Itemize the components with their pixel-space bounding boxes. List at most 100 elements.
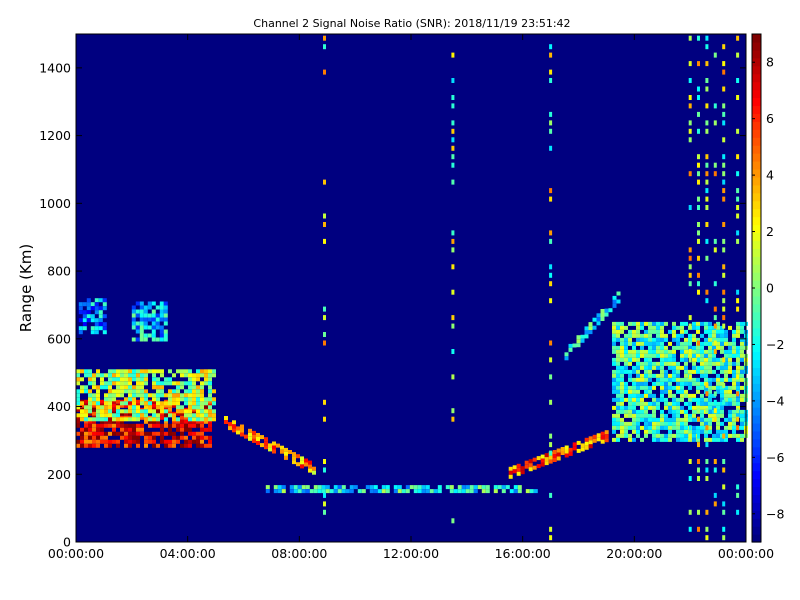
heatmap-cell: [212, 413, 216, 418]
heatmap-cell: [159, 333, 164, 338]
interference-cell: [705, 425, 709, 431]
heatmap-cell: [552, 458, 557, 462]
interference-cell: [713, 467, 717, 473]
heatmap-cell: [644, 389, 648, 394]
heatmap-cell: [712, 345, 716, 350]
heatmap-cell: [672, 377, 676, 382]
heatmap-cell: [196, 401, 200, 406]
heatmap-cell: [620, 377, 624, 382]
heatmap-cell: [652, 325, 656, 330]
heatmap-cell: [86, 314, 91, 319]
heatmap-cell: [104, 405, 108, 410]
heatmap-cell: [624, 333, 628, 338]
heatmap-cell: [148, 401, 152, 406]
heatmap-cell: [108, 393, 112, 398]
heatmap-cell: [108, 377, 112, 382]
interference-cell: [736, 391, 740, 397]
interference-cell: [722, 162, 726, 168]
interference-cell: [722, 323, 726, 329]
heatmap-cell: [636, 369, 640, 374]
heatmap-cell: [692, 437, 696, 442]
interference-cell: [549, 357, 553, 363]
heatmap-cell: [96, 431, 100, 436]
heatmap-cell: [696, 385, 700, 390]
interference-cell: [688, 340, 692, 346]
heatmap-cell: [196, 409, 200, 414]
interference-cell: [705, 205, 709, 210]
heatmap-cell: [96, 443, 100, 448]
colorbar-segment: [752, 518, 761, 527]
heatmap-cell: [648, 365, 652, 370]
heatmap-cell: [333, 485, 338, 490]
heatmap-cell: [155, 313, 160, 318]
heatmap-cell: [132, 431, 136, 436]
heatmap-cell: [656, 373, 660, 378]
heatmap-cell: [144, 413, 148, 418]
heatmap-cell: [92, 403, 96, 408]
heatmap-cell: [732, 433, 736, 438]
heatmap-cell: [600, 313, 605, 317]
heatmap-cell: [700, 353, 704, 358]
heatmap-cell: [584, 445, 589, 450]
heatmap-cell: [608, 308, 613, 313]
heatmap-cell: [172, 419, 176, 424]
heatmap-cell: [172, 397, 176, 402]
heatmap-cell: [616, 381, 620, 386]
heatmap-cell: [104, 417, 108, 422]
heatmap-cell: [732, 413, 736, 418]
heatmap-cell: [680, 405, 684, 410]
heatmap-cell: [660, 409, 664, 414]
heatmap-cell: [668, 401, 672, 406]
heatmap-cell: [192, 397, 196, 402]
heatmap-cell: [680, 357, 684, 362]
interference-cell: [705, 61, 709, 67]
heatmap-cell: [92, 431, 96, 436]
heatmap-cell: [700, 409, 704, 414]
colorbar-segment: [752, 137, 761, 146]
heatmap-cell: [696, 321, 700, 326]
heatmap-cell: [632, 357, 636, 362]
interference-cell: [688, 315, 692, 321]
heatmap-cell: [156, 413, 160, 418]
interference-cell: [713, 315, 717, 321]
heatmap-cell: [120, 369, 124, 374]
heatmap-cell: [712, 437, 716, 442]
heatmap-cell: [704, 353, 708, 358]
heatmap-cell: [684, 433, 688, 438]
heatmap-cell: [640, 337, 644, 342]
colorbar-segment: [752, 200, 761, 210]
heatmap-cell: [740, 417, 744, 422]
heatmap-cell: [260, 443, 264, 448]
heatmap-cell: [644, 405, 648, 410]
heatmap-cell: [76, 407, 80, 412]
interference-cell: [697, 416, 700, 422]
interference-cell: [736, 306, 740, 312]
heatmap-cell: [708, 381, 712, 386]
interference-cell: [549, 442, 553, 448]
heatmap-cell: [620, 329, 624, 334]
heatmap-cell: [192, 419, 196, 424]
heatmap-cell: [292, 460, 296, 465]
heatmap-cell: [204, 369, 208, 374]
heatmap-cell: [680, 393, 684, 398]
heatmap-cell: [151, 301, 156, 306]
heatmap-cell: [140, 381, 144, 386]
heatmap-cell: [568, 347, 573, 352]
interference-cell: [722, 179, 726, 185]
heatmap-cell: [417, 489, 422, 494]
heatmap-cell: [517, 489, 522, 494]
interference-cell: [722, 289, 726, 295]
heatmap-cell: [76, 405, 80, 410]
heatmap-cell: [652, 361, 656, 366]
heatmap-cell: [552, 450, 557, 454]
heatmap-cell: [180, 393, 184, 398]
heatmap-cell: [148, 435, 152, 440]
interference-cell: [451, 120, 455, 126]
heatmap-cell: [152, 439, 156, 444]
heatmap-cell: [96, 423, 100, 428]
heatmap-cell: [160, 401, 164, 406]
heatmap-cell: [728, 353, 732, 358]
interference-cell: [722, 196, 726, 202]
interference-cell: [722, 298, 726, 304]
heatmap-cell: [132, 409, 136, 414]
